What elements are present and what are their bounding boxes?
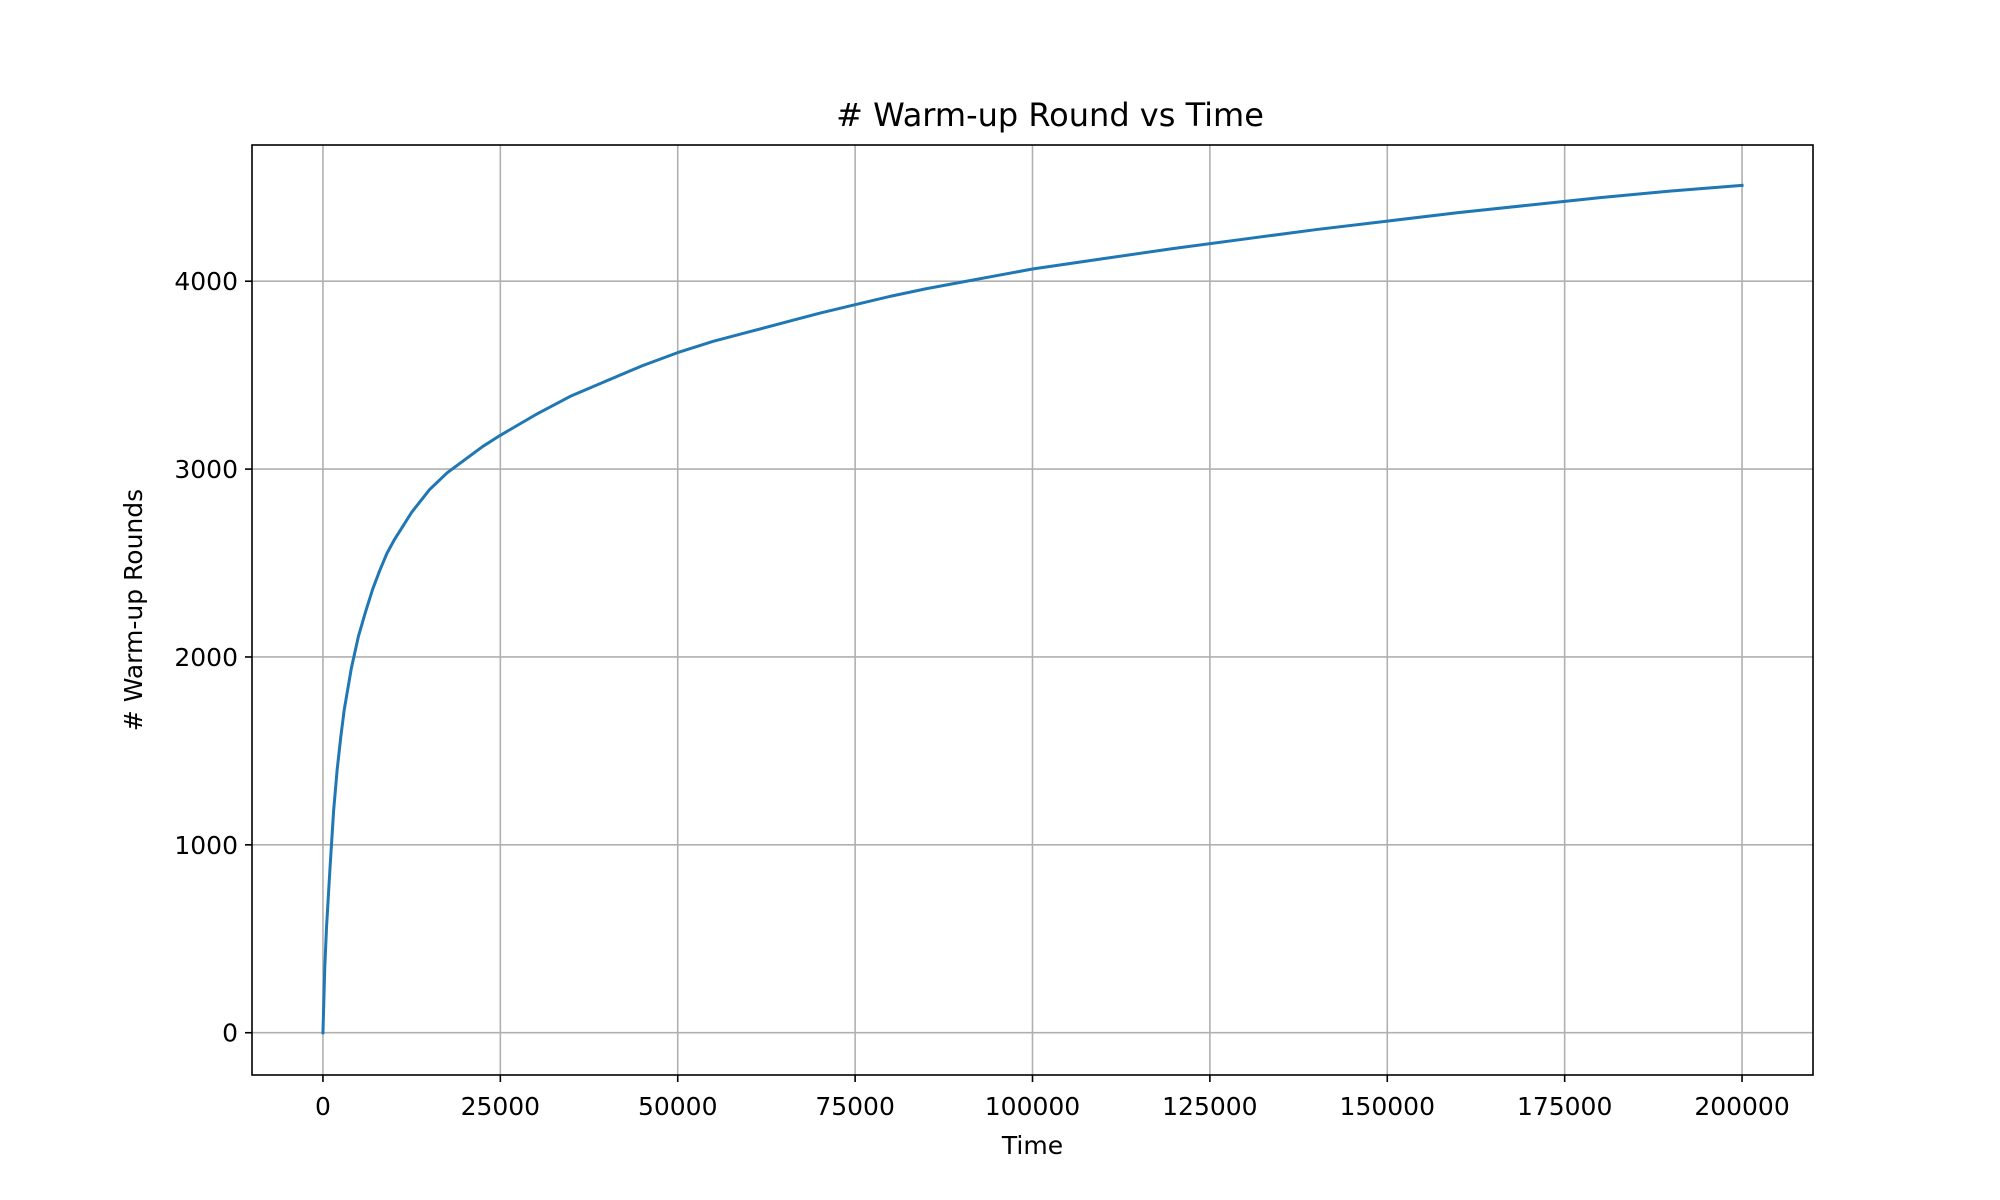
series-layer bbox=[321, 183, 1744, 1035]
x-axis-label: Time bbox=[1001, 1131, 1063, 1160]
y-tick-label: 0 bbox=[222, 1019, 238, 1048]
y-tick-label: 2000 bbox=[174, 643, 238, 672]
x-tick-label: 175000 bbox=[1517, 1092, 1612, 1121]
x-tick-label: 125000 bbox=[1162, 1092, 1257, 1121]
y-axis-label: # Warm-up Rounds bbox=[119, 489, 148, 731]
y-tick-label: 3000 bbox=[174, 455, 238, 484]
x-tick-label: 75000 bbox=[815, 1092, 895, 1121]
y-tick-label: 4000 bbox=[174, 267, 238, 296]
grid bbox=[252, 145, 1813, 1075]
x-axis-ticks: 0 25000 50000 75000 100000 125000 150000 175000… bbox=[315, 1075, 1790, 1121]
y-axis-ticks: 0 1000 2000 3000 4000 bbox=[174, 267, 252, 1048]
series-line-0 bbox=[321, 183, 1744, 1035]
x-tick-label: 100000 bbox=[985, 1092, 1080, 1121]
x-tick-label: 50000 bbox=[638, 1092, 718, 1121]
x-tick-label: 150000 bbox=[1340, 1092, 1435, 1121]
x-tick-label: 25000 bbox=[461, 1092, 541, 1121]
y-tick-label: 1000 bbox=[174, 831, 238, 860]
x-tick-label: 200000 bbox=[1694, 1092, 1789, 1121]
chart-title: # Warm-up Round vs Time bbox=[836, 96, 1264, 134]
x-tick-label: 0 bbox=[315, 1092, 331, 1121]
